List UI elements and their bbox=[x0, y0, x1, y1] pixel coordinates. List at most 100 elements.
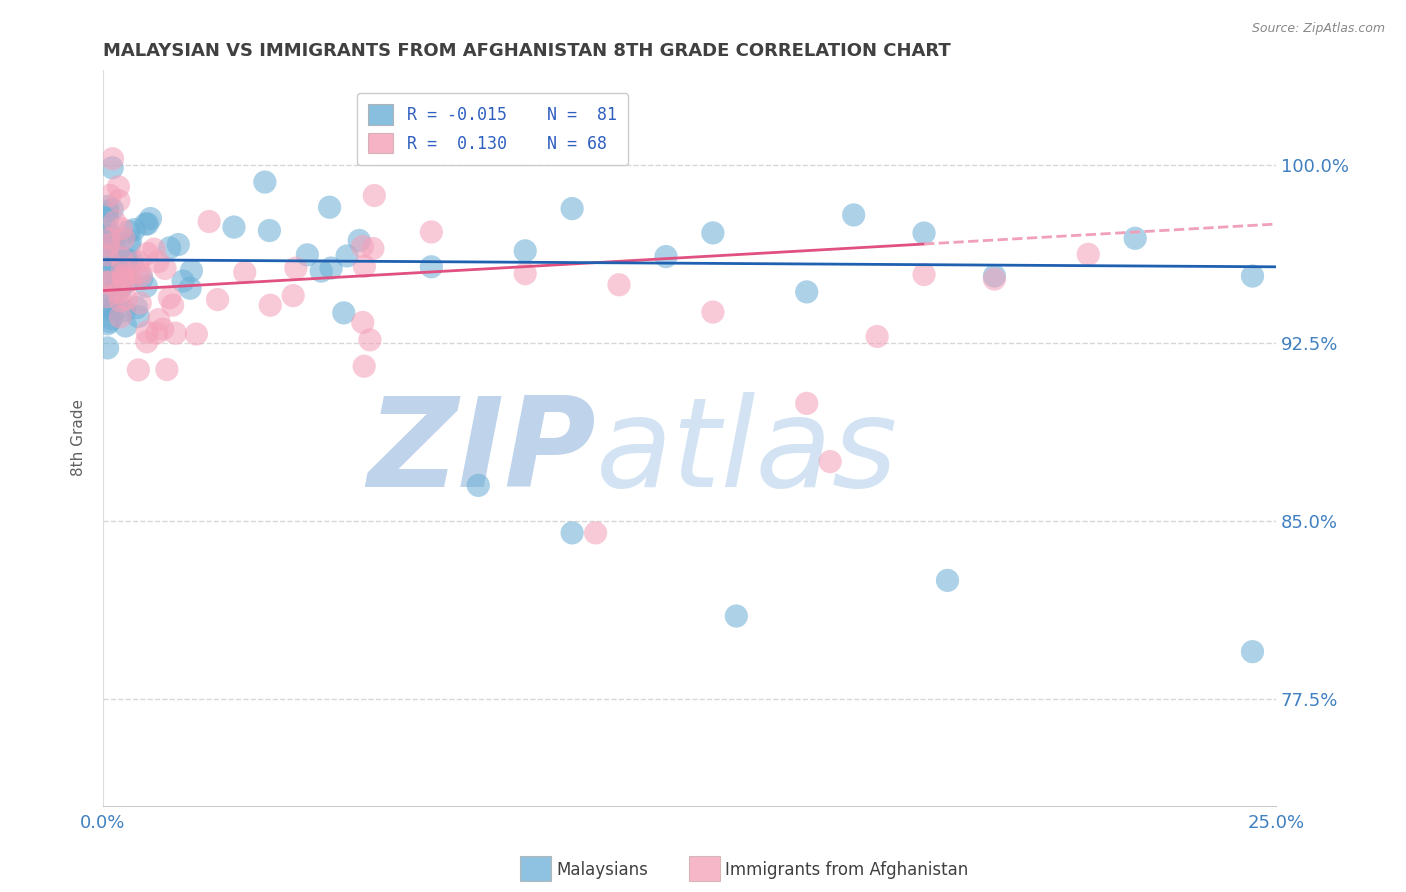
Point bbox=[101, 202, 124, 217]
Point bbox=[111, 261, 134, 276]
Point bbox=[97, 237, 120, 252]
Point bbox=[702, 305, 724, 319]
Point bbox=[145, 326, 167, 340]
Point bbox=[101, 161, 124, 175]
Point bbox=[97, 235, 120, 249]
Point bbox=[207, 293, 229, 307]
Point bbox=[127, 363, 149, 377]
Point bbox=[725, 609, 748, 624]
Text: Malaysians: Malaysians bbox=[557, 861, 648, 879]
Text: MALAYSIAN VS IMMIGRANTS FROM AFGHANISTAN 8TH GRADE CORRELATION CHART: MALAYSIAN VS IMMIGRANTS FROM AFGHANISTAN… bbox=[103, 42, 950, 60]
Point bbox=[128, 254, 150, 268]
Point bbox=[97, 317, 120, 331]
Point bbox=[100, 302, 122, 317]
Point bbox=[162, 298, 184, 312]
Point bbox=[103, 260, 125, 275]
Point bbox=[101, 152, 124, 166]
Point bbox=[118, 273, 141, 287]
Point bbox=[112, 273, 135, 287]
Point bbox=[135, 217, 157, 231]
Point bbox=[120, 234, 142, 248]
Point bbox=[363, 188, 385, 202]
Legend: R = -0.015    N =  81, R =  0.130    N = 68: R = -0.015 N = 81, R = 0.130 N = 68 bbox=[357, 93, 628, 165]
Point bbox=[104, 281, 127, 295]
Point bbox=[136, 325, 159, 339]
Point bbox=[97, 205, 120, 219]
Point bbox=[97, 268, 120, 282]
Point bbox=[607, 277, 630, 292]
Point bbox=[156, 362, 179, 376]
Point bbox=[114, 303, 136, 318]
Point bbox=[152, 322, 174, 336]
Point bbox=[131, 271, 153, 285]
Point bbox=[359, 333, 381, 347]
Point bbox=[118, 237, 141, 252]
Point bbox=[198, 214, 221, 228]
Point bbox=[1123, 231, 1146, 245]
Point bbox=[118, 224, 141, 238]
Point bbox=[98, 236, 121, 251]
Point bbox=[128, 265, 150, 279]
Point bbox=[702, 226, 724, 240]
Point bbox=[159, 241, 181, 255]
Point bbox=[98, 231, 121, 245]
Text: atlas: atlas bbox=[596, 392, 897, 513]
Point bbox=[353, 260, 375, 274]
Point bbox=[112, 231, 135, 245]
Point bbox=[561, 202, 583, 216]
Point bbox=[515, 267, 537, 281]
Point bbox=[135, 279, 157, 293]
Point bbox=[135, 334, 157, 349]
Point bbox=[97, 199, 120, 213]
Point bbox=[115, 253, 138, 268]
Point bbox=[796, 396, 818, 410]
Point bbox=[125, 301, 148, 315]
Point bbox=[136, 217, 159, 231]
Point bbox=[1241, 645, 1264, 659]
Point bbox=[420, 260, 443, 274]
Point bbox=[180, 264, 202, 278]
Point bbox=[103, 237, 125, 252]
Point bbox=[352, 239, 374, 253]
Point bbox=[818, 455, 841, 469]
Point bbox=[284, 261, 307, 276]
Point bbox=[159, 291, 181, 305]
Point bbox=[110, 251, 132, 265]
Point bbox=[97, 275, 120, 289]
Point bbox=[297, 248, 319, 262]
Point bbox=[110, 293, 132, 308]
Point bbox=[420, 225, 443, 239]
Point bbox=[131, 268, 153, 282]
Point bbox=[912, 226, 935, 240]
Point bbox=[179, 281, 201, 295]
Point bbox=[259, 298, 281, 312]
Point bbox=[98, 188, 121, 202]
Point bbox=[912, 268, 935, 282]
Point bbox=[97, 275, 120, 289]
Point bbox=[842, 208, 865, 222]
Point bbox=[467, 478, 489, 492]
Point bbox=[283, 288, 305, 302]
Point bbox=[336, 249, 359, 263]
Point bbox=[97, 264, 120, 278]
Point bbox=[561, 525, 583, 540]
Point bbox=[97, 211, 120, 226]
Point bbox=[515, 244, 537, 258]
Point bbox=[165, 326, 187, 341]
Point bbox=[332, 306, 354, 320]
Point bbox=[110, 282, 132, 296]
Text: ZIP: ZIP bbox=[367, 392, 596, 513]
Point bbox=[347, 234, 370, 248]
Point bbox=[129, 296, 152, 310]
Point bbox=[259, 223, 281, 237]
Point bbox=[110, 280, 132, 294]
Point bbox=[120, 273, 142, 287]
Point bbox=[172, 274, 194, 288]
Point bbox=[146, 254, 169, 268]
Point bbox=[124, 222, 146, 236]
Point bbox=[97, 223, 120, 237]
Point bbox=[309, 264, 332, 278]
Point bbox=[936, 574, 959, 588]
Point bbox=[100, 311, 122, 326]
Point bbox=[105, 278, 128, 293]
